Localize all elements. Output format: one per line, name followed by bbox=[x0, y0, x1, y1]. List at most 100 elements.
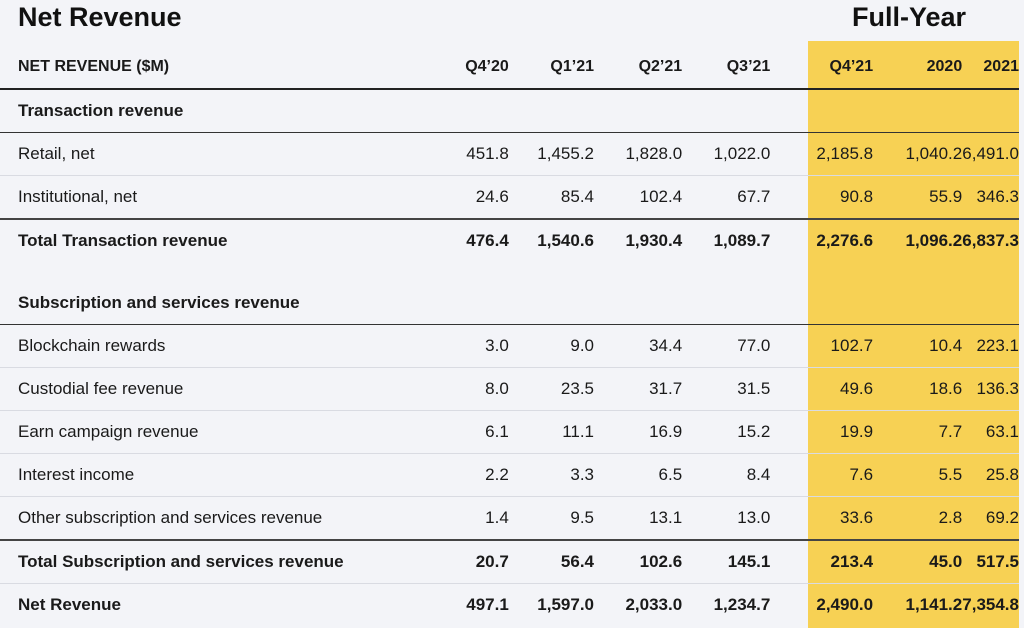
cell-value: 102.7 bbox=[770, 324, 874, 368]
cell-value: 13.0 bbox=[682, 496, 771, 541]
cell-value: 6,491.0 bbox=[962, 132, 1019, 176]
column-header: Q3’21 bbox=[682, 46, 771, 90]
page-title: Net Revenue bbox=[18, 2, 182, 32]
row-label: Other subscription and services revenue bbox=[0, 496, 428, 541]
table-header-row: NET REVENUE ($M) Q4’20 Q1’21 Q2’21 Q3’21… bbox=[0, 46, 1019, 90]
cell-value: 63.1 bbox=[962, 410, 1019, 454]
cell-value: 7,354.8 bbox=[962, 595, 1019, 614]
cell-value: 90.8 bbox=[770, 175, 874, 220]
cell-value: 16.9 bbox=[594, 410, 683, 454]
cell-value: 8.0 bbox=[427, 367, 509, 411]
cell-value: 2,185.8 bbox=[770, 132, 874, 176]
cell-value: 1,540.6 bbox=[537, 231, 595, 250]
row-label: Custodial fee revenue bbox=[0, 367, 428, 411]
cell-value: 23.5 bbox=[508, 367, 595, 411]
cell-value: 9.0 bbox=[508, 324, 595, 368]
cell-value: 5.5 bbox=[873, 453, 963, 497]
row-label: Total Subscription and services revenue bbox=[0, 540, 428, 584]
table-row: Custodial fee revenue 8.0 23.5 31.7 31.5 49.6… bbox=[0, 367, 1019, 411]
row-label: Interest income bbox=[0, 453, 428, 497]
cell-value: 20.7 bbox=[427, 540, 509, 584]
cell-value: 346.3 bbox=[962, 175, 1019, 220]
cell-value: 1,141.2 bbox=[905, 595, 963, 614]
cell-value: 85.4 bbox=[508, 175, 595, 220]
cell-value: 25.8 bbox=[962, 453, 1019, 497]
cell-value: 7.6 bbox=[770, 453, 874, 497]
cell-value: 1,089.7 bbox=[713, 231, 771, 250]
cell-value: 2,276.6 bbox=[816, 231, 874, 250]
net-revenue-row: Net Revenue 497.1 1,597.0 2,033.0 1,234.7 2,4… bbox=[0, 584, 1019, 627]
cell-value: 49.6 bbox=[770, 367, 874, 411]
table-row: Other subscription and services revenue 1… bbox=[0, 496, 1019, 541]
total-row: Total Transaction revenue 476.4 1,540.6 1,9… bbox=[0, 219, 1019, 262]
cell-value: 136.3 bbox=[962, 367, 1019, 411]
section-header: Transaction revenue bbox=[0, 89, 1019, 133]
row-label: Retail, net bbox=[0, 132, 428, 176]
cell-value: 6.5 bbox=[594, 453, 683, 497]
cell-value: 15.2 bbox=[682, 410, 771, 454]
cell-value: 55.9 bbox=[873, 175, 963, 220]
cell-value: 1.4 bbox=[427, 496, 509, 541]
section-title: Subscription and services revenue bbox=[0, 282, 1019, 325]
table-row: Blockchain rewards 3.0 9.0 34.4 77.0 102.7 10.… bbox=[0, 324, 1019, 368]
cell-value: 2.2 bbox=[427, 453, 509, 497]
section-header: Subscription and services revenue bbox=[0, 282, 1019, 325]
cell-value: 24.6 bbox=[427, 175, 509, 220]
cell-value: 1,096.2 bbox=[905, 231, 963, 250]
cell-value: 6.1 bbox=[427, 410, 509, 454]
net-revenue-table: NET REVENUE ($M) Q4’20 Q1’21 Q2’21 Q3’21… bbox=[0, 46, 1019, 626]
table-row: Retail, net 451.8 1,455.2 1,828.0 1,022.0 2,1… bbox=[0, 132, 1019, 176]
full-year-title: Full-Year bbox=[852, 2, 967, 32]
cell-value: 145.1 bbox=[682, 540, 771, 584]
cell-value: 1,930.4 bbox=[625, 231, 683, 250]
column-header: Q4’21 bbox=[770, 46, 874, 90]
column-header: Q4’20 bbox=[427, 46, 509, 90]
cell-value: 1,022.0 bbox=[682, 132, 771, 176]
cell-value: 517.5 bbox=[962, 540, 1019, 584]
cell-value: 31.5 bbox=[682, 367, 771, 411]
header-label: NET REVENUE ($M) bbox=[0, 46, 428, 90]
cell-value: 102.4 bbox=[594, 175, 683, 220]
column-header: 2021 bbox=[962, 46, 1019, 90]
cell-value: 1,234.7 bbox=[713, 595, 771, 614]
cell-value: 33.6 bbox=[770, 496, 874, 541]
cell-value: 1,828.0 bbox=[594, 132, 683, 176]
cell-value: 1,597.0 bbox=[537, 595, 595, 614]
cell-value: 9.5 bbox=[508, 496, 595, 541]
cell-value: 2.8 bbox=[873, 496, 963, 541]
column-header: Q1’21 bbox=[508, 46, 595, 90]
row-label: Earn campaign revenue bbox=[0, 410, 428, 454]
section-title: Transaction revenue bbox=[0, 89, 1019, 133]
cell-value: 2,033.0 bbox=[625, 595, 683, 614]
cell-value: 11.1 bbox=[508, 410, 595, 454]
cell-value: 1,455.2 bbox=[508, 132, 595, 176]
cell-value: 34.4 bbox=[594, 324, 683, 368]
table-row: Earn campaign revenue 6.1 11.1 16.9 15.2 19.9… bbox=[0, 410, 1019, 454]
cell-value: 31.7 bbox=[594, 367, 683, 411]
cell-value: 6,837.3 bbox=[962, 231, 1019, 250]
cell-value: 19.9 bbox=[770, 410, 874, 454]
cell-value: 7.7 bbox=[873, 410, 963, 454]
cell-value: 56.4 bbox=[508, 540, 595, 584]
cell-value: 476.4 bbox=[466, 231, 509, 250]
cell-value: 1,040.2 bbox=[873, 132, 963, 176]
cell-value: 3.3 bbox=[508, 453, 595, 497]
cell-value: 67.7 bbox=[682, 175, 771, 220]
cell-value: 213.4 bbox=[770, 540, 874, 584]
table-row: Interest income 2.2 3.3 6.5 8.4 7.6 5.5 25.8 bbox=[0, 453, 1019, 497]
row-label: Blockchain rewards bbox=[0, 324, 428, 368]
cell-value: 8.4 bbox=[682, 453, 771, 497]
cell-value: 497.1 bbox=[466, 595, 509, 614]
cell-value: 18.6 bbox=[873, 367, 963, 411]
cell-value: 45.0 bbox=[873, 540, 963, 584]
column-header: Q2’21 bbox=[594, 46, 683, 90]
table-row: Institutional, net 24.6 85.4 102.4 67.7 90.8 5… bbox=[0, 175, 1019, 220]
cell-value: 223.1 bbox=[962, 324, 1019, 368]
cell-value: 69.2 bbox=[962, 496, 1019, 541]
cell-value: 13.1 bbox=[594, 496, 683, 541]
total-row: Total Subscription and services revenue 2… bbox=[0, 540, 1019, 584]
cell-value: 10.4 bbox=[873, 324, 963, 368]
cell-value: 2,490.0 bbox=[816, 595, 874, 614]
row-label: Total Transaction revenue bbox=[18, 231, 228, 250]
cell-value: 77.0 bbox=[682, 324, 771, 368]
